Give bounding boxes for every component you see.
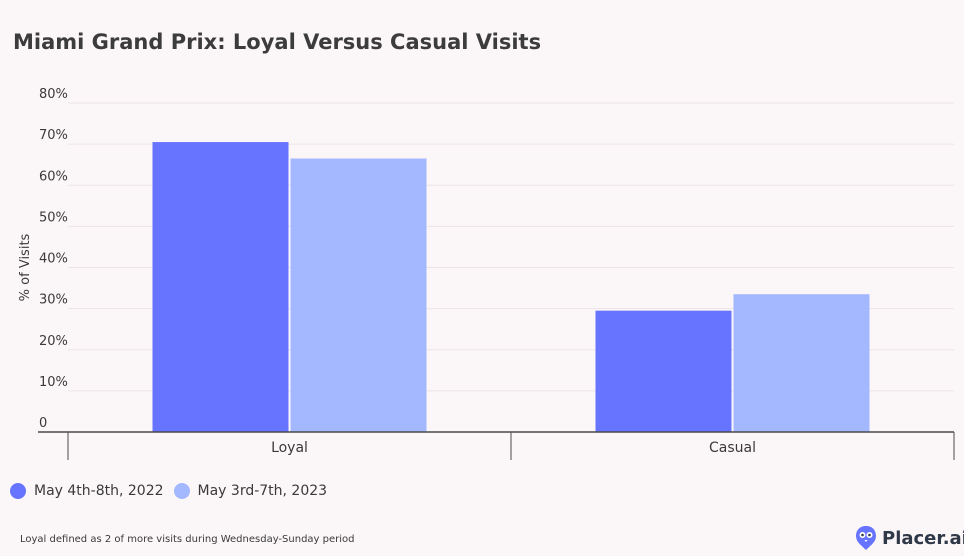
bar-casual-2022	[595, 310, 732, 432]
bar-loyal-2023	[290, 158, 427, 433]
legend-label-2023: May 3rd-7th, 2023	[197, 483, 328, 499]
y-tick-label-6: 60%	[39, 169, 68, 184]
footnote: Loyal defined as 2 of more visits during…	[20, 534, 355, 545]
x-tick-label-casual: Casual	[709, 440, 756, 456]
y-tick-label-4: 40%	[39, 252, 68, 267]
placer-logo: Placer.ai	[855, 524, 964, 552]
bar-casual-2023	[733, 294, 870, 432]
y-axis-label: % of Visits	[18, 233, 33, 301]
y-tick-label-5: 50%	[39, 210, 68, 225]
y-tick-label-0: 0	[39, 416, 47, 431]
y-tick-label-8: 80%	[39, 87, 68, 102]
owl-icon	[856, 526, 876, 550]
legend: May 4th-8th, 2022 May 3rd-7th, 2023	[10, 483, 337, 499]
legend-item-2022[interactable]: May 4th-8th, 2022	[10, 483, 164, 499]
x-tick-label-loyal: Loyal	[271, 440, 308, 456]
bar-loyal-2022	[152, 142, 289, 432]
legend-label-2022: May 4th-8th, 2022	[34, 483, 164, 499]
legend-swatch-2022	[10, 483, 26, 499]
logo-text: Placer.ai	[882, 527, 964, 549]
chart-title: Miami Grand Prix: Loyal Versus Casual Vi…	[13, 30, 542, 54]
y-tick-label-7: 70%	[39, 128, 68, 143]
y-tick-label-3: 30%	[39, 293, 68, 308]
legend-swatch-2023	[173, 483, 190, 499]
legend-item-2023[interactable]: May 3rd-7th, 2023	[173, 483, 328, 499]
y-tick-label-1: 10%	[39, 375, 68, 390]
y-tick-label-2: 20%	[39, 334, 68, 349]
bar-chart: 0 10% 20% 30% 40% 50% 60% 70% 80% % of Visits Loya…	[18, 87, 955, 460]
